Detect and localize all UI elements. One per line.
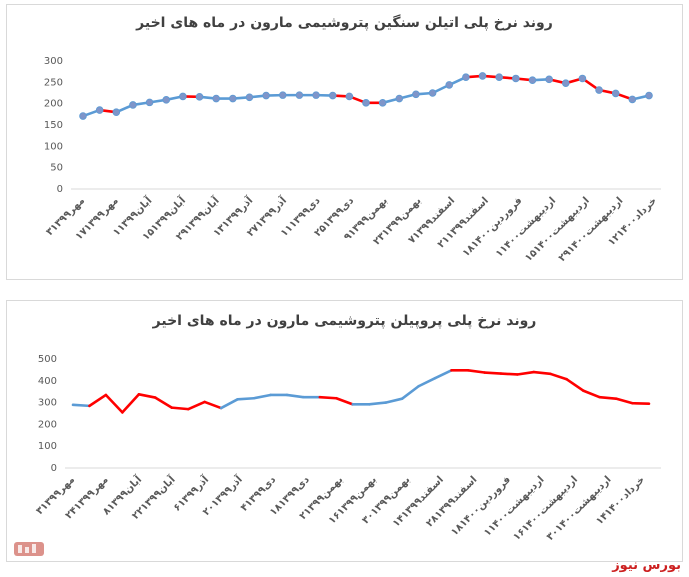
series-segment xyxy=(433,369,453,380)
data-point xyxy=(195,93,204,101)
hdpe-line-chart: 050100150200250300۳مهر۱۳۹۹۱۷مهر۱۳۹۹۱آبان… xyxy=(44,56,661,264)
y-tick-label: 0 xyxy=(51,463,57,474)
series-segment xyxy=(548,372,569,381)
data-point xyxy=(378,99,387,107)
series-segment xyxy=(186,400,206,411)
bourse-news-logo-icon xyxy=(14,542,44,556)
series-segment xyxy=(71,403,91,408)
y-tick-label: 100 xyxy=(44,141,63,152)
data-point xyxy=(561,79,570,87)
data-point xyxy=(79,112,87,120)
series-segment xyxy=(417,376,437,388)
series-segment xyxy=(516,370,536,376)
series-segment xyxy=(252,393,272,400)
y-tick-label: 300 xyxy=(38,398,57,409)
data-point xyxy=(412,90,420,99)
data-point xyxy=(262,91,270,100)
series-segment xyxy=(104,393,124,414)
series-segment xyxy=(614,397,634,405)
x-tick-label: ۱اردیبهشت۱۴۰۰ xyxy=(494,195,558,259)
data-point xyxy=(362,99,370,107)
series-segment xyxy=(285,393,305,399)
series-segment xyxy=(532,370,552,376)
x-tick-label: ۱۵اردیبهشت۱۴۰۰ xyxy=(523,195,592,264)
x-tick-label: ۱۸فروردین۱۴۰۰ xyxy=(449,474,513,538)
data-point xyxy=(345,92,354,101)
y-tick-label: 250 xyxy=(44,77,63,88)
x-tick-label: ۳۰اردیبهشت۱۴۰۰ xyxy=(545,474,614,543)
series-segment xyxy=(598,395,618,400)
data-point xyxy=(112,108,121,116)
source-label: بورس نیوز xyxy=(612,558,681,573)
series-segment xyxy=(384,397,404,404)
series-segment xyxy=(203,400,223,410)
y-tick-label: 400 xyxy=(38,376,57,387)
y-tick-label: 200 xyxy=(44,99,63,110)
series-segment xyxy=(236,396,256,401)
y-tick-label: 0 xyxy=(57,184,63,195)
data-point xyxy=(445,81,454,89)
series-segment xyxy=(367,401,387,406)
data-point xyxy=(528,76,537,84)
data-point xyxy=(428,89,437,97)
series-segment xyxy=(153,396,174,409)
data-point xyxy=(212,94,220,103)
x-tick-label: ۱۶اردیبهشت۱۴۰۰ xyxy=(511,474,580,543)
series-segment xyxy=(581,389,601,399)
data-point xyxy=(295,91,304,99)
data-point xyxy=(462,73,470,82)
data-point xyxy=(395,94,404,103)
data-point xyxy=(129,101,137,109)
data-point xyxy=(312,91,320,99)
chart-title: روند نرخ پلی اتیلن سنگین پتروشیمی مارون … xyxy=(136,15,553,31)
data-point xyxy=(162,96,171,104)
data-point xyxy=(628,95,637,104)
data-point xyxy=(512,74,520,83)
y-tick-label: 500 xyxy=(38,354,57,365)
data-point xyxy=(179,92,187,101)
series-segment xyxy=(121,393,141,414)
chart-panel-hdpe: روند نرخ پلی اتیلن سنگین پتروشیمی مارون … xyxy=(6,4,683,280)
pp-line-chart: 0100200300400500۳مهر۱۳۹۹۲۴مهر۱۳۹۹۸آبان۱۳… xyxy=(34,354,661,543)
series-segment xyxy=(565,377,585,392)
data-point xyxy=(278,91,287,99)
y-tick-label: 300 xyxy=(44,56,63,67)
chart-panel-pp: روند نرخ پلی پروپیلن پتروشیمی مارون در م… xyxy=(6,300,683,562)
data-point xyxy=(245,93,254,102)
data-point xyxy=(545,75,553,84)
data-point xyxy=(578,74,587,83)
series-segment xyxy=(88,393,108,408)
series-segment xyxy=(335,396,355,406)
x-tick-label: ۱۸فروردین۱۴۰۰ xyxy=(461,195,525,259)
data-point xyxy=(611,89,620,98)
series-segment xyxy=(219,398,239,410)
data-point xyxy=(645,91,653,100)
x-tick-label: ۲۹اردیبهشت۱۴۰۰ xyxy=(557,195,626,264)
data-point xyxy=(145,98,154,107)
y-tick-label: 50 xyxy=(50,163,63,174)
y-tick-label: 100 xyxy=(38,441,57,452)
data-point xyxy=(495,73,503,82)
series-segment xyxy=(137,393,157,399)
series-segment xyxy=(466,369,486,374)
data-point xyxy=(95,106,104,114)
data-point xyxy=(328,91,337,100)
series-segment xyxy=(483,371,503,375)
x-tick-label: ۱اردیبهشت۱۴۰۰ xyxy=(482,474,546,538)
series-segment xyxy=(170,406,190,411)
data-point xyxy=(595,86,603,94)
series-segment xyxy=(400,384,420,400)
y-tick-label: 150 xyxy=(44,120,63,131)
y-tick-label: 200 xyxy=(38,419,57,430)
data-point xyxy=(229,94,237,103)
series-segment xyxy=(318,395,338,400)
chart-title: روند نرخ پلی پروپیلن پتروشیمی مارون در م… xyxy=(152,313,537,329)
series-segment xyxy=(499,372,519,376)
data-point xyxy=(478,72,487,80)
